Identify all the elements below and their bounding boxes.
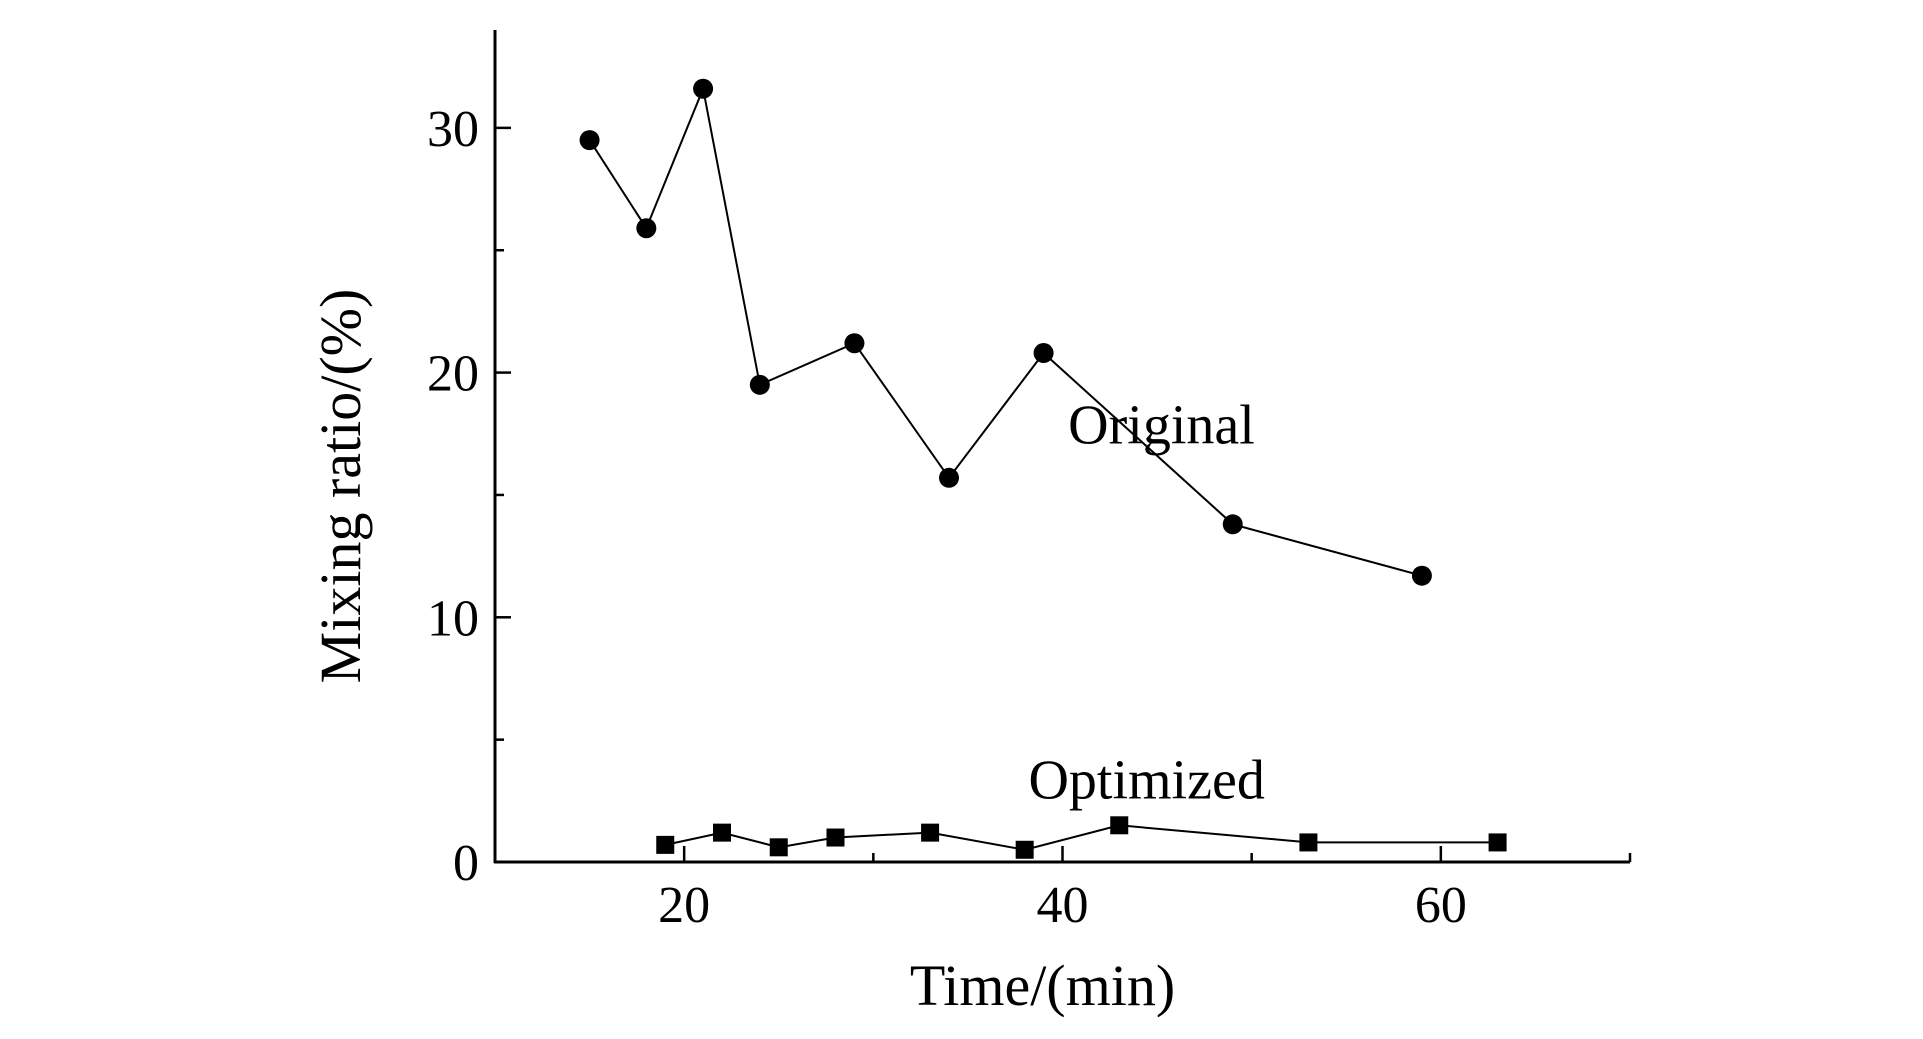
series-line-original [588,85,1423,577]
series-label-optimized: Optimized [1028,749,1264,811]
data-point-optimized [1110,816,1129,835]
ticks [495,126,1632,864]
data-point-original [749,374,770,395]
series-label-original: Original [1068,395,1255,457]
data-point-optimized [769,838,788,857]
y-axis-title: Mixing ratio/(%) [308,289,373,684]
data-point-original [939,467,959,488]
data-point-original [1033,343,1054,364]
series-labels: Original Optimized [1028,395,1264,812]
y-tick-label: 10 [427,590,479,647]
data-point-original [1411,565,1432,586]
data-point-optimized [656,835,675,854]
data-point-original [693,78,714,99]
data-point-original [579,130,600,151]
data-point-original [1222,514,1243,535]
x-tick-label: 60 [1415,877,1467,934]
axes [493,30,1630,864]
y-tick-label: 0 [453,835,479,892]
data-point-optimized [1299,833,1318,852]
series-line-optimized [665,824,1498,851]
data-point-optimized [1488,833,1507,852]
x-tick-label: 40 [1037,877,1089,934]
data-point-original [636,218,657,239]
data-point-optimized [921,823,940,842]
data-point-original [844,333,865,354]
data-point-optimized [713,823,731,842]
markers [579,78,1507,859]
y-tick-label: 20 [427,346,479,403]
x-tick-label: 20 [658,877,710,934]
x-axis-title: Time/(min) [910,953,1175,1018]
tick-labels: 20 40 60 0 10 20 30 [427,101,1467,934]
series-lines [588,85,1498,851]
y-tick-label: 30 [427,101,479,158]
data-point-optimized [1015,840,1034,859]
data-point-optimized [826,828,845,847]
